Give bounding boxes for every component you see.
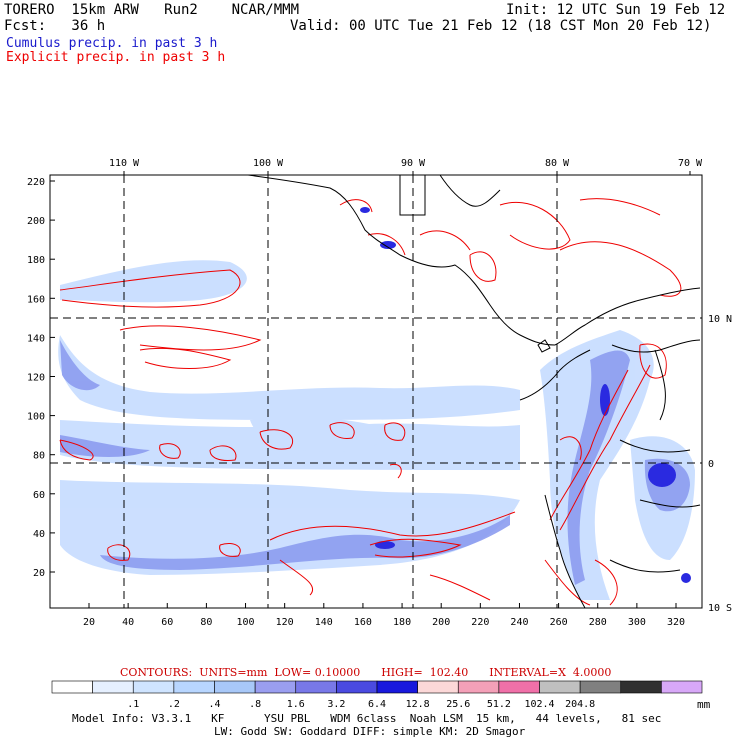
lat-lon-grid [50,175,702,608]
colorbar-swatch [336,680,378,694]
colorbar-label: .4 [208,699,220,710]
colorbar-swatch [457,680,500,694]
colorbar-swatch [214,680,256,694]
valid-time: Valid: 00 UTC Tue 21 Feb 12 (18 CST Mon … [290,18,712,34]
colorbar-swatch [173,680,215,694]
y-tick-label: 200 [27,216,45,227]
y-tick-label: 140 [27,333,45,344]
y-tick-label: 220 [27,177,45,188]
colorbar-swatch [254,680,297,694]
lat-label: 0 [708,459,714,470]
x-tick-label: 240 [510,617,528,628]
lon-label: 100 W [253,158,284,169]
colorbar-swatch [539,680,581,694]
x-tick-label: 160 [354,617,372,628]
cumulus-legend-label: Cumulus precip. in past 3 h [6,36,218,51]
colorbar-label: .8 [249,699,261,710]
explicit-precip-contours [59,198,682,606]
x-tick-label: 140 [315,617,333,628]
x-tick-label: 120 [276,617,294,628]
coastlines [247,174,701,609]
colorbar-swatch [620,680,662,694]
colorbar-label: 204.8 [565,699,595,710]
right-latitude-labels: 10 N 0 10 S [708,314,732,614]
x-tick-label: 60 [161,617,173,628]
x-tick-label: 320 [667,617,685,628]
colorbar-swatch [498,680,540,694]
lat-label: 10 N [708,314,732,325]
colorbar-label: 3.2 [327,699,345,710]
x-tick-label: 20 [83,617,95,628]
y-tick-label: 20 [33,568,45,579]
lon-label: 110 W [109,158,140,169]
x-tick-label: 220 [471,617,489,628]
model-info-line2: LW: Godd SW: Goddard DIFF: simple KM: 2D… [214,725,526,738]
x-tick-label: 40 [122,617,134,628]
colorbar-label: 25.6 [446,699,470,710]
lon-label: 70 W [678,158,703,169]
y-tick-label: 160 [27,294,45,305]
heavy-precip-fill [360,207,691,583]
x-tick-label: 200 [432,617,450,628]
model-info-line1: Model Info: V3.3.1 KF YSU PBL WDM 6class… [72,712,662,725]
init-time: Init: 12 UTC Sun 19 Feb 12 [506,2,726,18]
map-area [49,174,703,609]
y-tick-label: 60 [33,490,45,501]
colorbar-swatch [417,680,459,694]
x-tick-label: 300 [628,617,646,628]
y-tick-label: 40 [33,529,45,540]
x-tick-label: 80 [200,617,212,628]
colorbar-swatch [295,680,337,694]
colorbar-swatch [92,680,134,694]
y-tick-label: 120 [27,373,45,384]
colorbar-label: 6.4 [368,699,386,710]
cumulus-precip-fill [58,260,695,600]
contour-info: CONTOURS: UNITS=mm LOW= 0.10000 HIGH= 10… [120,666,612,679]
x-tick-label: 280 [589,617,607,628]
colorbar-unit: mm [697,698,711,711]
x-tick-label: 100 [237,617,255,628]
colorbar-swatch [51,680,93,694]
bottom-grid-ticks: 20 40 60 80 100 120 140 160 180 200 220 240 260 280 30… [83,603,685,628]
colorbar-label: 12.8 [406,699,430,710]
left-grid-ticks: 220 200 180 160 140 120 100 80 60 40 20 [27,177,55,579]
colorbar-label: .2 [168,699,180,710]
model-run-title: TORERO 15km ARW Run2 NCAR/MMM [4,2,300,18]
colorbar-label: 51.2 [487,699,511,710]
colorbar-label: 102.4 [524,699,554,710]
map-frame [49,174,703,609]
explicit-legend-label: Explicit precip. in past 3 h [6,50,226,65]
lon-label: 80 W [545,158,570,169]
top-longitude-labels: 110 W 100 W 90 W 80 W 70 W [109,158,703,175]
y-tick-label: 80 [33,451,45,462]
colorbar-label: 1.6 [287,699,305,710]
colorbar-swatch [579,680,622,694]
colorbar-swatch [661,680,703,694]
forecast-hour: Fcst: 36 h [4,18,106,34]
colorbar-swatch [376,680,418,694]
x-tick-label: 260 [550,617,568,628]
precip-colorbar: .1 .2 .4 .8 1.6 3.2 6.4 12.8 25.6 51.2 102.4 204.8 [51,680,703,710]
y-tick-label: 100 [27,412,45,423]
colorbar-swatch [132,680,175,694]
lat-label: 10 S [708,603,732,614]
y-tick-label: 180 [27,255,45,266]
lon-label: 90 W [401,158,426,169]
x-tick-label: 180 [393,617,411,628]
colorbar-label: .1 [127,699,139,710]
